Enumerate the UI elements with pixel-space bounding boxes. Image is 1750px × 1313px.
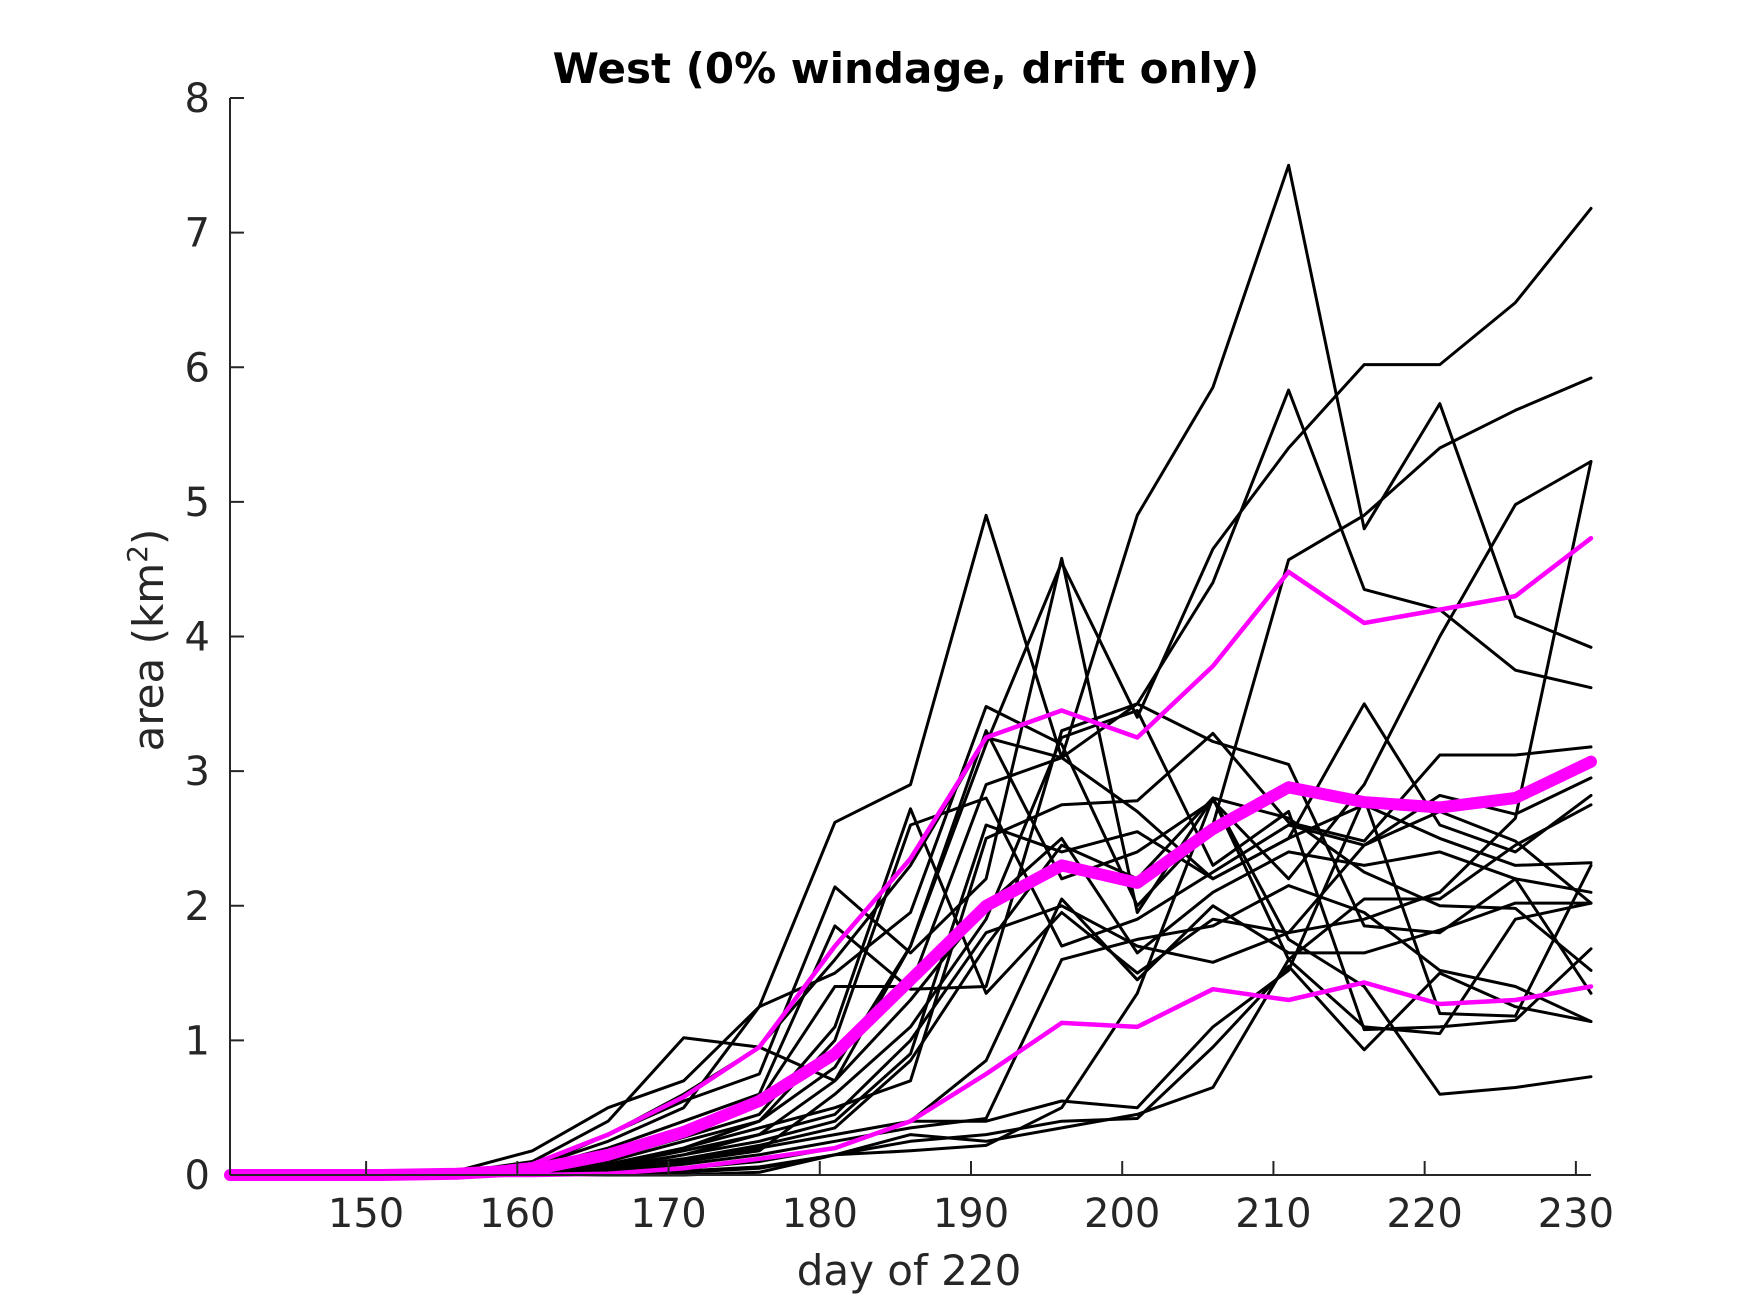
chart-title: West (0% windage, drift only): [553, 44, 1260, 93]
x-tick-label: 180: [782, 1191, 858, 1237]
y-tick-label: 5: [185, 480, 210, 526]
x-axis-label: day of 220: [797, 1246, 1022, 1295]
ensemble-line-1: [228, 163, 1593, 1177]
x-tick-label: 190: [933, 1191, 1009, 1237]
x-tick-label: 150: [328, 1191, 404, 1237]
mean-line: [224, 755, 1597, 1181]
y-tick-label: 4: [185, 615, 210, 661]
y-tick-label: 8: [185, 76, 210, 122]
x-tick-label: 200: [1084, 1191, 1160, 1237]
plot-lines: [224, 163, 1597, 1181]
y-tick-label: 1: [185, 1018, 210, 1064]
ensemble-line-7: [228, 702, 1593, 1177]
y-tick-label: 0: [185, 1153, 210, 1199]
y-axis-label: area (km2): [121, 529, 173, 752]
axes: [229, 98, 1591, 1176]
x-tick-label: 170: [630, 1191, 706, 1237]
ensemble-line-22: [228, 836, 1593, 1177]
y-ticks: 0 1 2 3 4 5 6 7 8: [185, 76, 244, 1199]
y-tick-label: 3: [185, 749, 210, 795]
y-tick-label: 7: [185, 211, 210, 257]
ensemble-line-9: [228, 460, 1593, 1177]
ensemble-line-8: [228, 460, 1593, 1177]
ensemble-line-6: [228, 702, 1593, 1177]
x-tick-label: 220: [1386, 1191, 1462, 1237]
y-tick-label: 6: [185, 345, 210, 391]
x-tick-label: 210: [1235, 1191, 1311, 1237]
x-ticks: 150 160 170 180 190 200 210 220 230: [328, 1161, 1614, 1237]
x-tick-label: 160: [479, 1191, 555, 1237]
y-tick-label: 2: [185, 884, 210, 930]
x-tick-label: 230: [1538, 1191, 1614, 1237]
